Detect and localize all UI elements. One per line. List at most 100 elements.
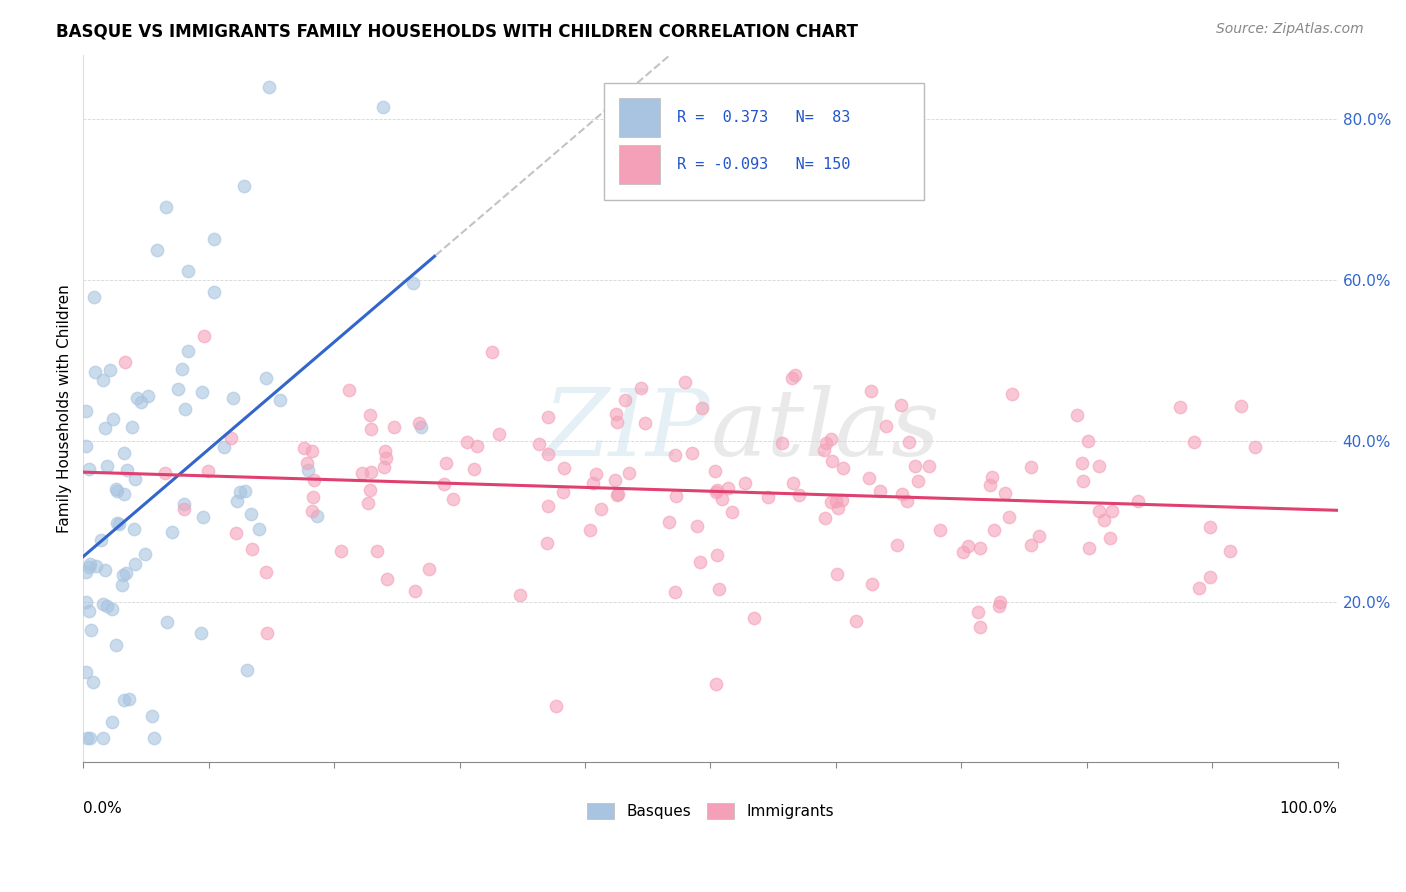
Point — [256, 625, 278, 640]
Legend: Basques, Immigrants: Basques, Immigrants — [581, 797, 841, 825]
Point — [301, 504, 323, 518]
Point — [605, 408, 627, 422]
Point — [404, 583, 426, 598]
Point — [131, 394, 153, 409]
Point — [831, 492, 853, 507]
Point — [98, 363, 121, 377]
Point — [929, 524, 952, 538]
Point — [827, 567, 849, 582]
Point — [706, 485, 728, 500]
Point — [1219, 544, 1241, 558]
Point — [1088, 458, 1111, 473]
Point — [373, 460, 395, 475]
Point — [1168, 400, 1191, 414]
Point — [307, 509, 329, 524]
Point — [225, 525, 247, 540]
Point — [770, 436, 793, 450]
Point — [145, 243, 167, 257]
Point — [193, 329, 215, 343]
Point — [96, 458, 118, 473]
Point — [578, 523, 600, 537]
Point — [890, 398, 912, 412]
Point — [1188, 581, 1211, 595]
Point — [813, 443, 835, 458]
Point — [589, 502, 612, 516]
Point — [226, 494, 249, 508]
Point — [710, 491, 733, 506]
Point — [488, 426, 510, 441]
Point — [481, 345, 503, 359]
Point — [357, 496, 380, 510]
Point — [111, 578, 134, 592]
Point — [221, 431, 243, 445]
Point — [269, 393, 291, 408]
Point — [125, 391, 148, 405]
Point — [191, 509, 214, 524]
Point — [1099, 532, 1122, 546]
Point — [1021, 459, 1043, 474]
Point — [780, 370, 803, 384]
Point — [240, 507, 263, 521]
Point — [105, 638, 128, 652]
Point — [832, 461, 855, 475]
Text: BASQUE VS IMMIGRANTS FAMILY HOUSEHOLDS WITH CHILDREN CORRELATION CHART: BASQUE VS IMMIGRANTS FAMILY HOUSEHOLDS W… — [56, 22, 858, 40]
Point — [630, 381, 652, 395]
FancyBboxPatch shape — [619, 98, 661, 136]
Point — [1066, 408, 1088, 422]
Point — [418, 561, 440, 575]
Point — [709, 582, 731, 596]
Point — [952, 545, 974, 559]
Point — [75, 665, 97, 680]
Point — [918, 458, 941, 473]
Point — [967, 606, 990, 620]
Point — [75, 439, 97, 453]
Point — [90, 533, 112, 548]
Point — [302, 491, 325, 505]
Point — [214, 440, 236, 454]
Point — [141, 708, 163, 723]
Point — [665, 489, 688, 503]
Point — [155, 200, 177, 214]
Point — [101, 412, 124, 426]
Point — [77, 559, 100, 574]
Point — [297, 463, 319, 477]
Point — [957, 539, 980, 553]
Point — [703, 464, 725, 478]
Point — [536, 536, 558, 550]
Point — [202, 232, 225, 246]
Point — [80, 624, 103, 638]
Point — [204, 285, 226, 300]
Point — [689, 555, 711, 569]
Point — [441, 492, 464, 507]
Point — [84, 365, 107, 379]
Point — [233, 483, 256, 498]
Point — [91, 373, 114, 387]
Point — [259, 80, 281, 95]
Point — [408, 417, 430, 431]
Point — [115, 566, 138, 580]
Point — [845, 614, 868, 628]
Point — [301, 444, 323, 458]
Text: Source: ZipAtlas.com: Source: ZipAtlas.com — [1216, 22, 1364, 37]
Point — [302, 473, 325, 487]
Point — [100, 715, 122, 730]
Point — [83, 290, 105, 304]
Point — [814, 436, 837, 450]
Point — [337, 383, 360, 397]
Point — [91, 731, 114, 746]
Point — [1001, 387, 1024, 401]
Point — [79, 731, 101, 746]
Point — [1101, 504, 1123, 518]
Point — [869, 483, 891, 498]
Point — [606, 415, 628, 429]
Point — [91, 597, 114, 611]
Text: R =  0.373   N=  83: R = 0.373 N= 83 — [676, 110, 851, 125]
Point — [509, 588, 531, 602]
Point — [222, 392, 245, 406]
Point — [75, 565, 97, 579]
Point — [433, 477, 456, 491]
Point — [988, 599, 1011, 614]
Point — [79, 604, 101, 618]
Point — [402, 276, 425, 290]
Point — [463, 462, 485, 476]
